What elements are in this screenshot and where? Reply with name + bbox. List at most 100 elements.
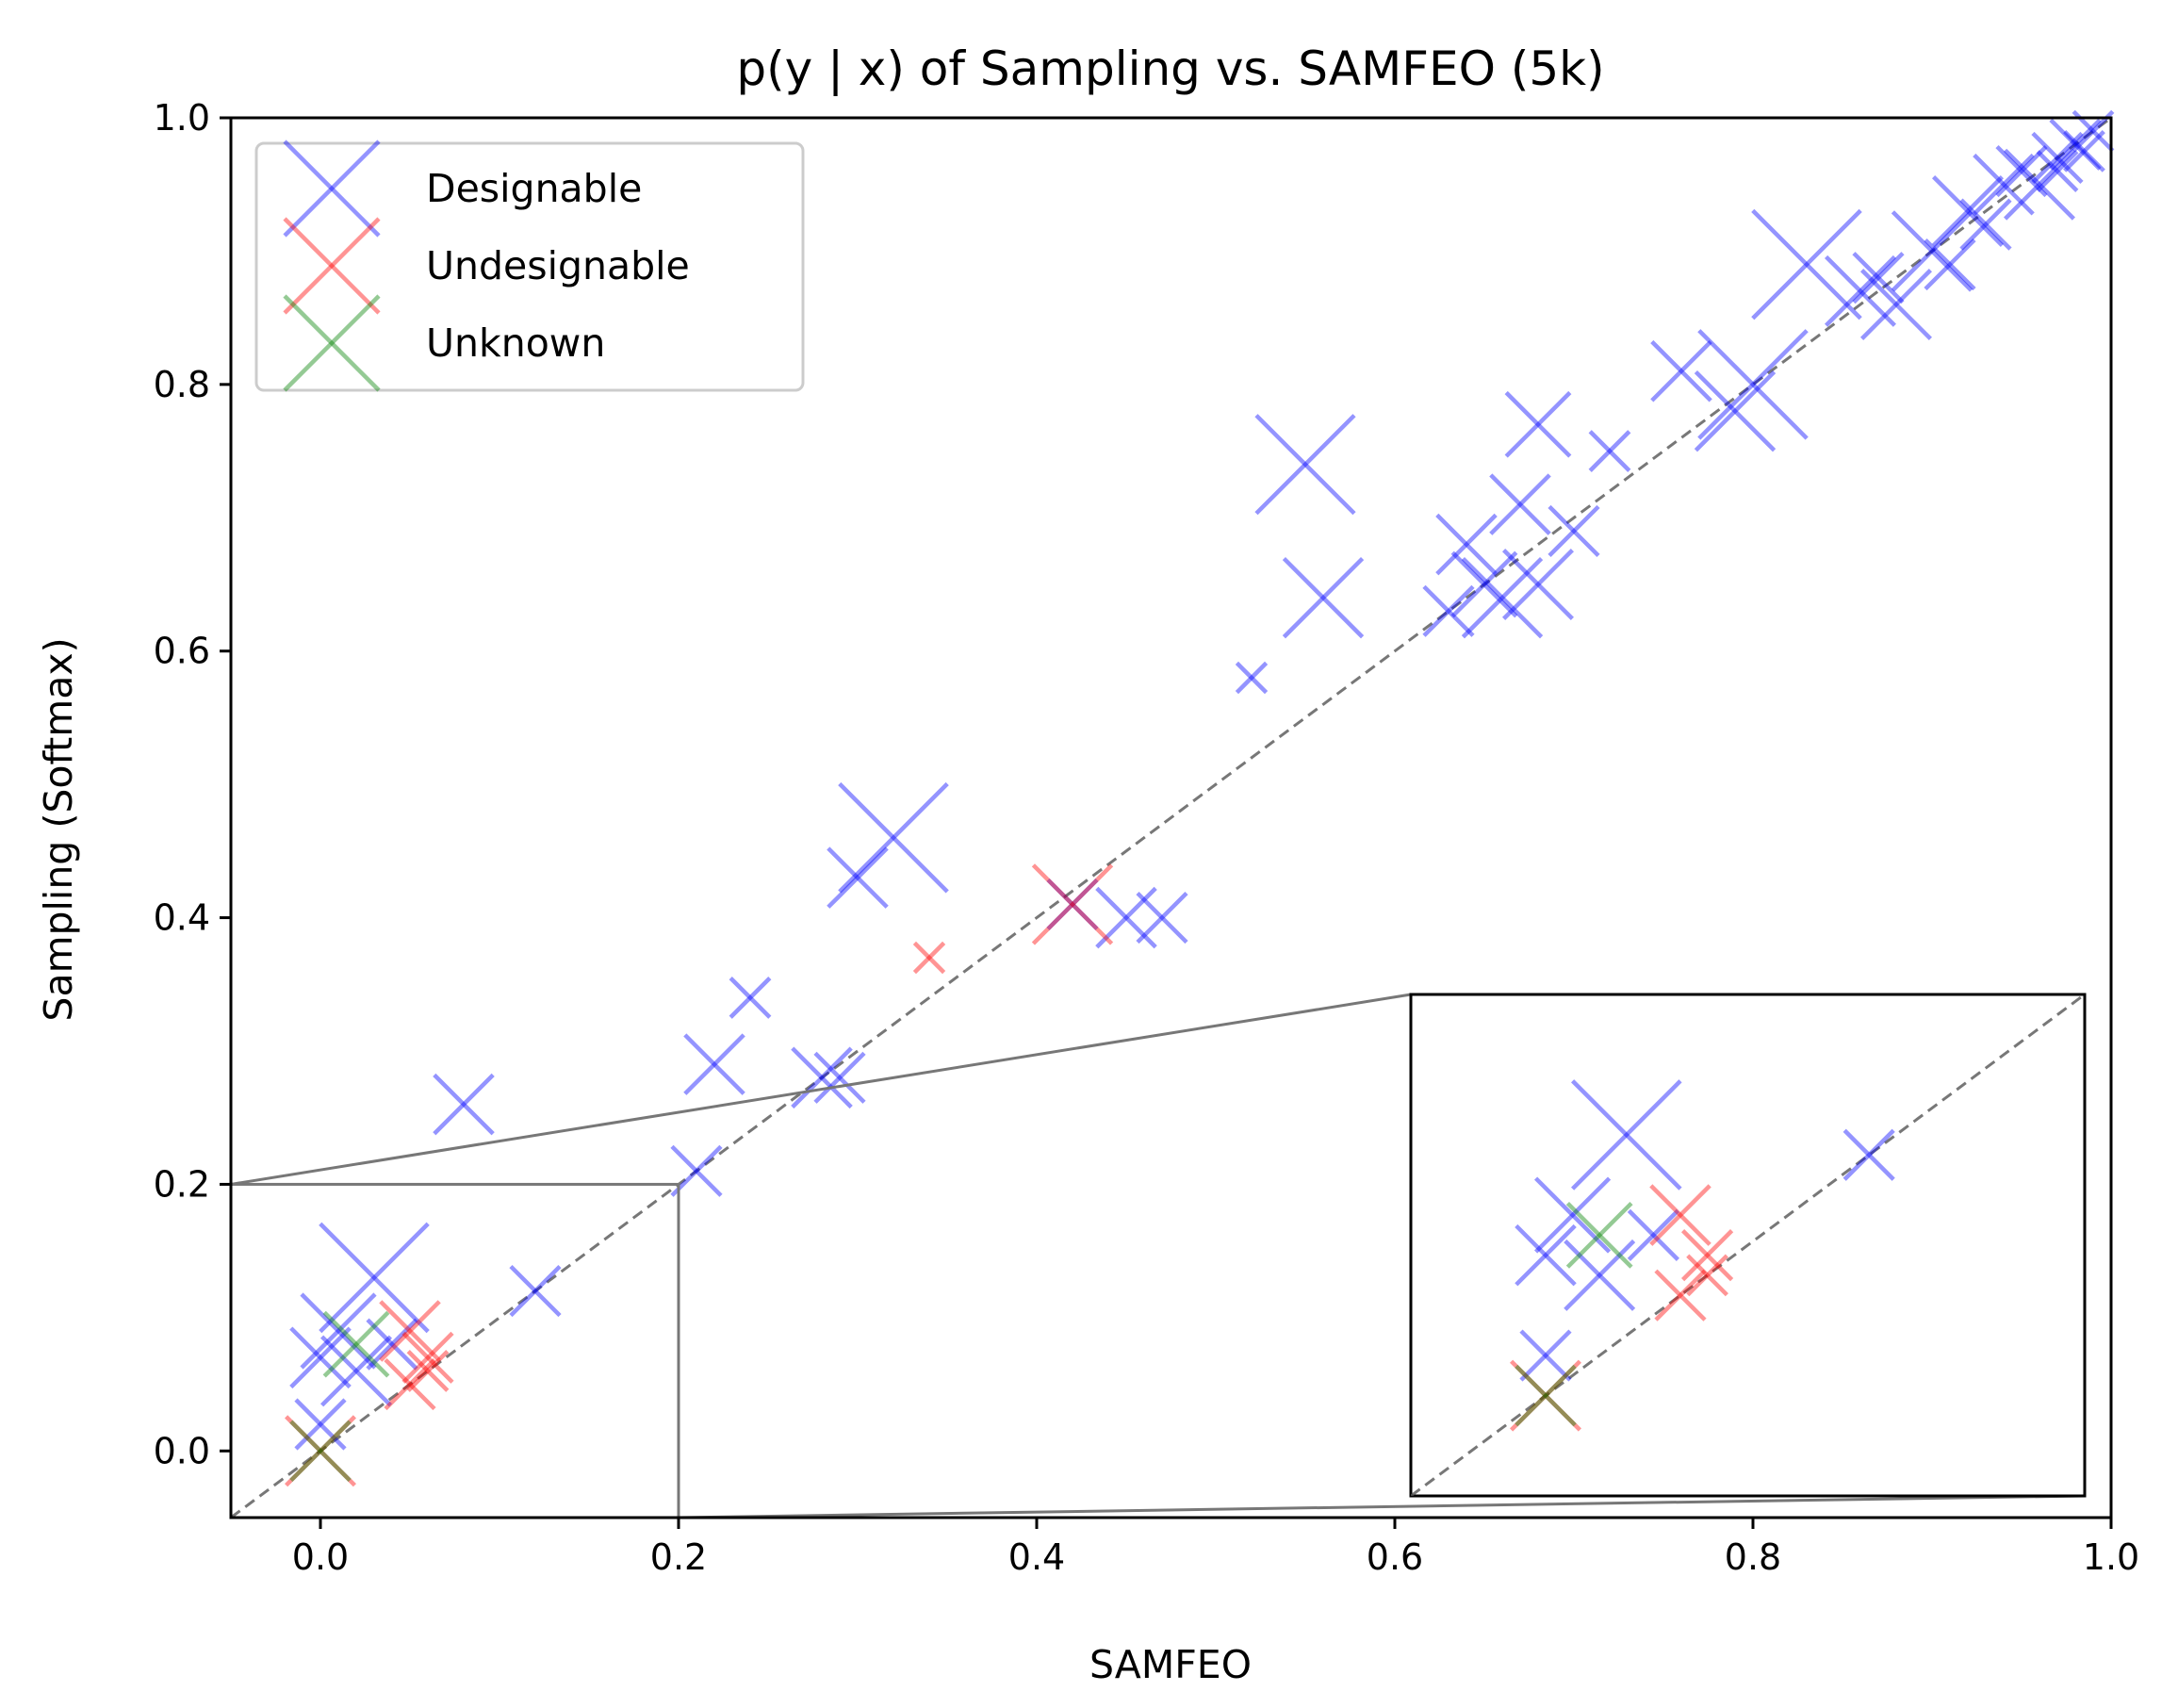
point-designable [2036, 150, 2079, 192]
x-axis-label: SAMFEO [1089, 1642, 1252, 1687]
inset-point-designable [1564, 1239, 1636, 1311]
inset-diagonal-line [1411, 994, 2085, 1496]
inset-point-undesignable [1654, 1269, 1707, 1322]
y-tick-label: 0.8 [154, 364, 210, 405]
point-designable [1891, 210, 1973, 292]
point-designable [1435, 513, 1498, 576]
x-tick-label: 0.2 [650, 1536, 707, 1578]
inset-point-undesignable [1510, 1359, 1581, 1432]
plot-area [229, 109, 2115, 1519]
point-designable [433, 1073, 495, 1136]
y-axis: 0.0 0.2 0.4 0.6 0.8 1.0 [154, 97, 231, 1471]
point-designable [289, 1326, 352, 1389]
inset-zoom-panel [1409, 993, 2087, 1498]
legend-marker-undesignable [283, 217, 381, 315]
inset-point-unknown [1565, 1201, 1633, 1269]
point-designable [1095, 886, 1157, 949]
legend: Designable Undesignable Unknown [254, 140, 805, 392]
inset-point-undesignable [1686, 1254, 1728, 1297]
point-designable [1461, 556, 1544, 639]
x-tick-label: 1.0 [2083, 1536, 2139, 1578]
inset-point-unknown [1515, 1364, 1577, 1427]
chart-title: p(y | x) of Sampling vs. SAMFEO (5k) [736, 41, 1604, 96]
inset-point-undesignable [1681, 1229, 1734, 1282]
inset-point-designable [1519, 1329, 1572, 1382]
y-tick-label: 0.0 [154, 1430, 210, 1471]
point-undesignable [384, 1357, 436, 1411]
point-designable [294, 1398, 347, 1451]
legend-marker-designable [283, 140, 381, 238]
point-designable [838, 781, 949, 894]
y-tick-label: 0.6 [154, 631, 210, 672]
point-designable [1650, 339, 1712, 402]
inset-point-undesignable [1649, 1184, 1711, 1246]
point-unknown [322, 1310, 390, 1378]
point-designable [2049, 118, 2102, 171]
point-designable [319, 1222, 430, 1334]
legend-frame [254, 141, 805, 392]
point-designable [1136, 891, 1188, 944]
point-designable [1548, 504, 1600, 558]
x-tick-label: 0.0 [292, 1536, 349, 1578]
legend-marker-unknown [283, 294, 381, 392]
point-designable [1282, 556, 1365, 639]
x-tick-label: 0.6 [1367, 1536, 1423, 1578]
point-designable [1860, 269, 1932, 340]
inset-points [1411, 994, 2085, 1496]
point-designable [320, 1335, 392, 1407]
point-designable [1254, 414, 1356, 516]
point-designable [1450, 550, 1518, 618]
point-designable [1235, 661, 1269, 695]
y-tick-label: 0.4 [154, 897, 210, 939]
point-designable [1694, 370, 1777, 452]
point-designable [1852, 252, 1905, 304]
point-designable [1046, 878, 1099, 931]
inset-point-designable [1515, 1224, 1577, 1287]
point-designable [729, 977, 772, 1019]
point-designable [813, 1051, 866, 1104]
legend-label-designable: Designable [426, 166, 642, 211]
y-axis-label: Sampling (Softmax) [36, 637, 81, 1021]
point-designable [1959, 198, 2012, 251]
inset-point-designable [1842, 1128, 1895, 1181]
point-undesignable [379, 1300, 441, 1362]
zoom-connector-line [230, 993, 1412, 1186]
point-designable [1422, 584, 1475, 637]
inset-point-designable [1534, 1176, 1612, 1254]
point-designable [1502, 549, 1574, 620]
legend-label-unknown: Unknown [426, 320, 605, 366]
diagonal-reference-line [230, 116, 2112, 1519]
inset-point-designable [1571, 1079, 1682, 1191]
legend-label-undesignable: Undesignable [426, 243, 690, 288]
point-designable [1751, 208, 1862, 320]
axes-frame [229, 116, 2113, 1519]
point-designable [1932, 175, 2004, 247]
point-designable [1825, 255, 1896, 327]
point-designable [1697, 329, 1809, 440]
point-designable [2031, 131, 2084, 185]
point-designable [670, 1144, 723, 1197]
point-designable [1489, 473, 1551, 535]
point-undesignable [285, 1415, 356, 1487]
point-designable [2004, 148, 2075, 221]
point-designable [827, 846, 889, 909]
point-designable [1995, 144, 2048, 198]
inset-point-designable [1627, 1208, 1679, 1261]
point-undesignable [406, 1350, 450, 1392]
point-designable [300, 1292, 377, 1370]
y-tick-label: 0.2 [154, 1163, 210, 1205]
zoom-connector-line [678, 1494, 2086, 1519]
point-undesignable [912, 941, 946, 975]
point-designable [1504, 390, 1572, 458]
point-designable [1588, 430, 1631, 472]
point-designable [366, 1318, 418, 1371]
point-undesignable [1031, 863, 1114, 945]
x-tick-label: 0.8 [1725, 1536, 1781, 1578]
point-unknown [289, 1420, 352, 1483]
point-designable [1973, 153, 2035, 216]
x-tick-label: 0.4 [1008, 1536, 1065, 1578]
point-designable [683, 1033, 745, 1095]
y-tick-label: 1.0 [154, 97, 210, 139]
point-designable [1924, 238, 1976, 291]
